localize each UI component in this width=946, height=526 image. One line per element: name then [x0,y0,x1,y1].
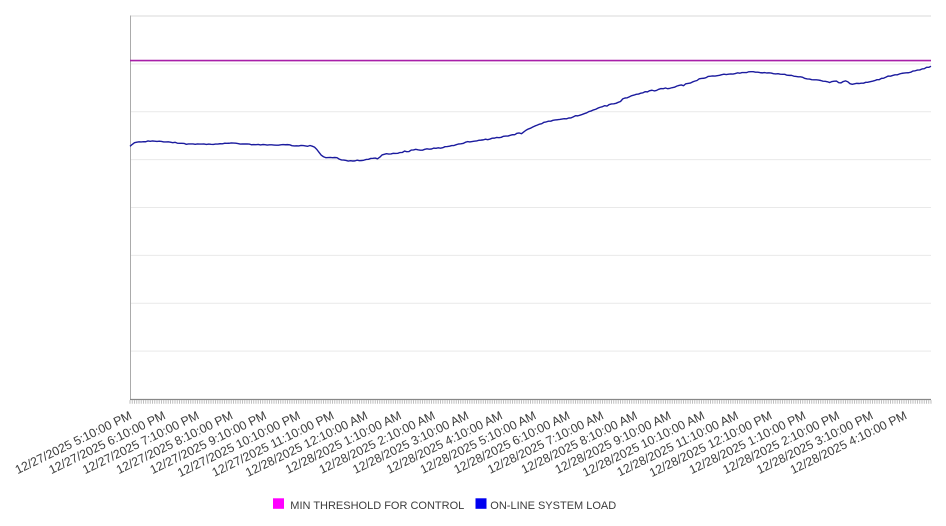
svg-text:ON-LINE SYSTEM LOAD: ON-LINE SYSTEM LOAD [490,500,616,512]
svg-text:MIN THRESHOLD FOR CONTROL: MIN THRESHOLD FOR CONTROL [290,500,464,512]
